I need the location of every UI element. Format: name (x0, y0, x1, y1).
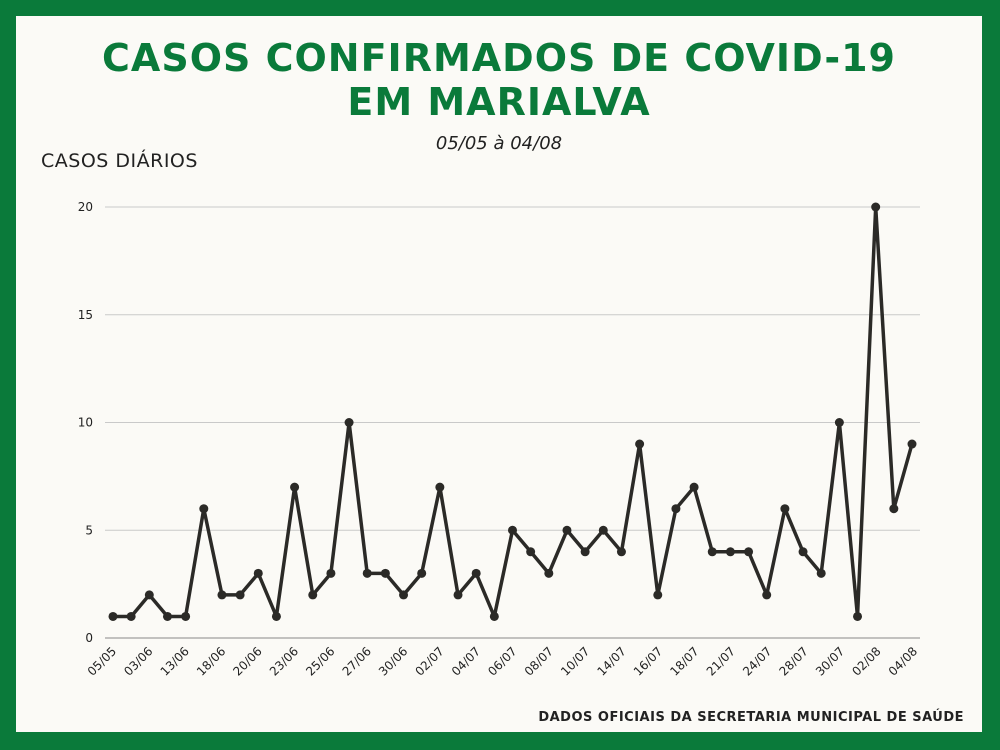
x-tick-label: 04/07 (449, 644, 483, 678)
data-point (689, 482, 699, 492)
data-point (362, 568, 372, 578)
data-point (162, 611, 172, 621)
data-point (108, 611, 118, 621)
x-tick-label: 27/06 (340, 644, 374, 678)
data-point (871, 202, 881, 212)
data-point (580, 547, 590, 557)
y-tick-label: 0 (85, 631, 93, 645)
data-point (544, 568, 554, 578)
data-point (834, 418, 844, 427)
data-point (725, 547, 735, 557)
x-tick-label: 05/05 (85, 644, 119, 678)
data-point (181, 611, 191, 621)
x-tick-label: 08/07 (522, 644, 556, 678)
data-point (471, 568, 481, 578)
data-point (199, 504, 209, 514)
data-point (508, 525, 517, 535)
data-point (126, 611, 136, 621)
data-point (616, 547, 626, 557)
data-point (417, 568, 427, 578)
title-line-1: CASOS CONFIRMADOS DE COVID-19 (102, 36, 896, 80)
data-point (562, 525, 572, 535)
x-tick-label: 21/07 (704, 644, 738, 678)
data-point (217, 590, 227, 600)
x-tick-label: 18/06 (194, 644, 228, 678)
data-point (253, 568, 263, 578)
series-line (111, 205, 914, 619)
data-point (671, 504, 681, 514)
data-point (744, 547, 754, 557)
data-point (889, 504, 899, 514)
data-point (598, 525, 608, 535)
data-point (290, 482, 300, 492)
data-point (380, 568, 390, 578)
data-point (526, 547, 536, 557)
x-tick-label: 30/06 (376, 644, 410, 678)
x-tick-label: 28/07 (777, 644, 811, 678)
data-point (907, 439, 917, 449)
data-point (653, 590, 663, 600)
y-tick-label: 20 (78, 200, 93, 214)
data-point (144, 590, 154, 600)
data-point (762, 590, 772, 600)
title-line-2: EM MARIALVA (347, 80, 651, 124)
chart-frame: CASOS CONFIRMADOS DE COVID-19 EM MARIALV… (16, 16, 982, 732)
y-axis-label: CASOS DIÁRIOS (41, 150, 198, 172)
x-tick-label: 02/08 (849, 644, 883, 678)
y-tick-label: 15 (78, 308, 93, 322)
data-point (399, 590, 409, 600)
x-tick-label: 25/06 (303, 644, 337, 678)
x-tick-label: 30/07 (813, 644, 847, 678)
x-tick-label: 02/07 (412, 644, 446, 678)
data-point (635, 439, 645, 449)
data-point (271, 611, 281, 621)
data-point (816, 568, 826, 578)
data-point (853, 611, 863, 621)
x-tick-label: 14/07 (594, 644, 628, 678)
data-point (435, 482, 445, 492)
data-point (326, 568, 336, 578)
data-point (707, 547, 717, 557)
x-tick-label: 23/06 (267, 644, 301, 678)
x-tick-label: 13/06 (158, 644, 192, 678)
data-point (489, 611, 499, 621)
y-tick-label: 5 (85, 523, 93, 537)
chart-subtitle: 05/05 à 04/08 (435, 133, 563, 154)
x-tick-label: 03/06 (121, 644, 155, 678)
data-point (453, 590, 463, 600)
x-tick-label: 18/07 (667, 644, 701, 678)
x-tick-label: 06/07 (485, 644, 519, 678)
data-point (798, 547, 808, 557)
x-tick-label: 10/07 (558, 644, 592, 678)
y-tick-label: 10 (78, 416, 93, 430)
data-point (780, 504, 790, 514)
data-point (308, 590, 318, 600)
x-tick-label: 24/07 (740, 644, 774, 678)
x-tick-label: 20/06 (230, 644, 264, 678)
source-note: DADOS OFICIAIS DA SECRETARIA MUNICIPAL D… (538, 710, 964, 725)
x-tick-label: 04/08 (886, 644, 920, 678)
chart-title: CASOS CONFIRMADOS DE COVID-19 EM MARIALV… (16, 36, 982, 124)
data-point (344, 418, 354, 427)
x-tick-label: 16/07 (631, 644, 665, 678)
data-point (235, 590, 245, 600)
